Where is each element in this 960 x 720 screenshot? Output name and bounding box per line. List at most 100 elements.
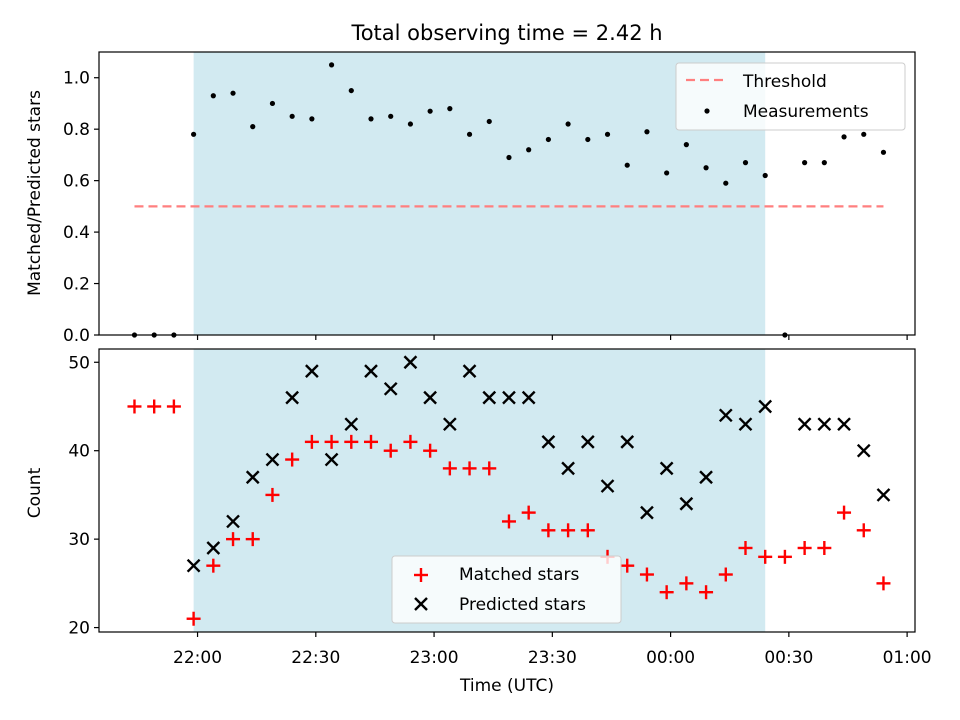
matched-star-point: [659, 585, 674, 600]
y-tick-label: 0.4: [63, 223, 90, 243]
measurement-point: [289, 113, 295, 119]
measurement-point: [348, 87, 354, 94]
ratio-y-ticks: 0.0 0.2 0.4 0.6 0.8 1.0: [63, 69, 99, 346]
matched-star-point: [699, 585, 714, 600]
matched-star-point: [561, 523, 576, 538]
measurement-point: [861, 131, 867, 137]
predicted-star-point: [226, 514, 240, 529]
ratio-x-ticks: [196, 335, 908, 340]
matched-star-point: [482, 461, 497, 476]
measurement-point: [210, 93, 216, 99]
measurement-point: [585, 136, 591, 143]
count-x-ticks: 22:00 22:30 23:00 23:30 00:00 00:30 01:00: [173, 632, 932, 668]
count-panel: 22:00 22:30 23:00 23:30 00:00 00:30 01:00 20 30…: [25, 348, 932, 696]
measurement-point: [368, 116, 374, 122]
measurement-point: [328, 62, 335, 68]
measurements-legend-swatch: [704, 108, 710, 114]
predicted-star-point: [876, 488, 891, 502]
matched-stars-points: [127, 399, 891, 626]
ratio-legend-box: [675, 62, 906, 131]
measurement-point: [821, 160, 827, 166]
y-tick-label: 1.0: [63, 69, 90, 89]
matched-star-point: [738, 540, 753, 555]
measurement-point: [407, 121, 414, 127]
x-tick-label: 23:00: [410, 648, 459, 668]
predicted-star-point: [442, 417, 457, 432]
predicted-star-point: [482, 390, 497, 405]
predicted-star-point: [383, 381, 398, 396]
measurement-point: [309, 116, 315, 122]
measurement-point: [447, 106, 453, 112]
predicted-star-point: [245, 470, 260, 485]
matched-star-point: [226, 532, 241, 547]
matched-star-point: [147, 399, 162, 414]
ratio-y-axis-label: Matched/Predicted stars: [25, 90, 45, 296]
measurement-point: [683, 142, 689, 148]
measurement-point: [250, 124, 256, 130]
matched-star-point: [620, 558, 635, 573]
predicted-star-point: [837, 417, 851, 432]
count-y-ticks: 20 30 40 50: [68, 353, 99, 639]
matched-star-point: [521, 505, 536, 520]
matched-star-point: [206, 558, 221, 573]
x-tick-label: 22:00: [173, 648, 222, 668]
measurement-point: [624, 162, 630, 168]
predicted-star-point: [364, 364, 378, 378]
count-legend-box: [391, 555, 622, 624]
predicted-star-point: [423, 390, 437, 405]
predicted-star-point: [462, 364, 477, 378]
predicted-star-point: [580, 435, 595, 449]
predicted-star-point: [640, 505, 654, 520]
predicted-star-point: [600, 479, 615, 493]
matched-star-point: [758, 549, 773, 564]
matched-star-point: [265, 487, 280, 502]
matched-star-point: [166, 399, 181, 414]
matched-star-point: [501, 514, 516, 529]
measurement-point: [841, 134, 847, 140]
measurement-point: [742, 160, 749, 166]
observing-window-shade: [193, 52, 766, 335]
y-tick-label: 40: [68, 442, 90, 462]
measurement-point: [427, 108, 433, 114]
ratio-panel: 0.0 0.2 0.4 0.6 0.8 1.0 Matched/Predicted sta…: [25, 51, 916, 346]
matched-star-point: [285, 452, 300, 467]
matched-star-point: [344, 434, 359, 449]
x-tick-label: 23:30: [528, 648, 577, 668]
x-tick-label: 00:00: [646, 648, 695, 668]
measurement-point: [526, 147, 532, 153]
measurement-point: [644, 129, 650, 135]
y-tick-label: 20: [68, 619, 90, 639]
measurement-point: [269, 100, 276, 107]
x-axis-label: Time (UTC): [459, 676, 554, 696]
predicted-star-point: [403, 355, 418, 370]
matched-star-point: [541, 523, 556, 538]
x-tick-label: 22:30: [291, 648, 340, 668]
y-tick-label: 30: [68, 530, 90, 550]
predicted-star-point: [797, 417, 812, 432]
predicted-legend-swatch: [414, 597, 428, 611]
measurement-point: [664, 170, 670, 176]
predicted-star-point: [305, 364, 319, 378]
matched-legend-swatch: [414, 568, 428, 582]
matched-star-point: [817, 540, 832, 555]
matched-star-point: [876, 576, 891, 591]
figure-title: Total observing time = 2.42 h: [350, 21, 662, 45]
measurement-point: [762, 172, 768, 179]
x-tick-label: 01:00: [883, 648, 932, 668]
matched-star-point: [777, 549, 792, 564]
predicted-star-point: [344, 417, 359, 432]
measurement-point: [506, 154, 512, 161]
y-tick-label: 0.8: [63, 120, 90, 140]
measurement-point: [466, 131, 473, 137]
predicted-star-point: [659, 461, 674, 476]
measurement-point: [723, 180, 729, 186]
predicted-star-point: [699, 470, 713, 485]
measurement-point: [230, 90, 236, 96]
predicted-star-point: [206, 541, 221, 555]
measurement-point: [486, 118, 492, 125]
matched-star-point: [324, 434, 339, 449]
measurement-point: [604, 131, 611, 137]
matched-star-point: [442, 461, 457, 476]
y-tick-label: 50: [68, 353, 90, 373]
